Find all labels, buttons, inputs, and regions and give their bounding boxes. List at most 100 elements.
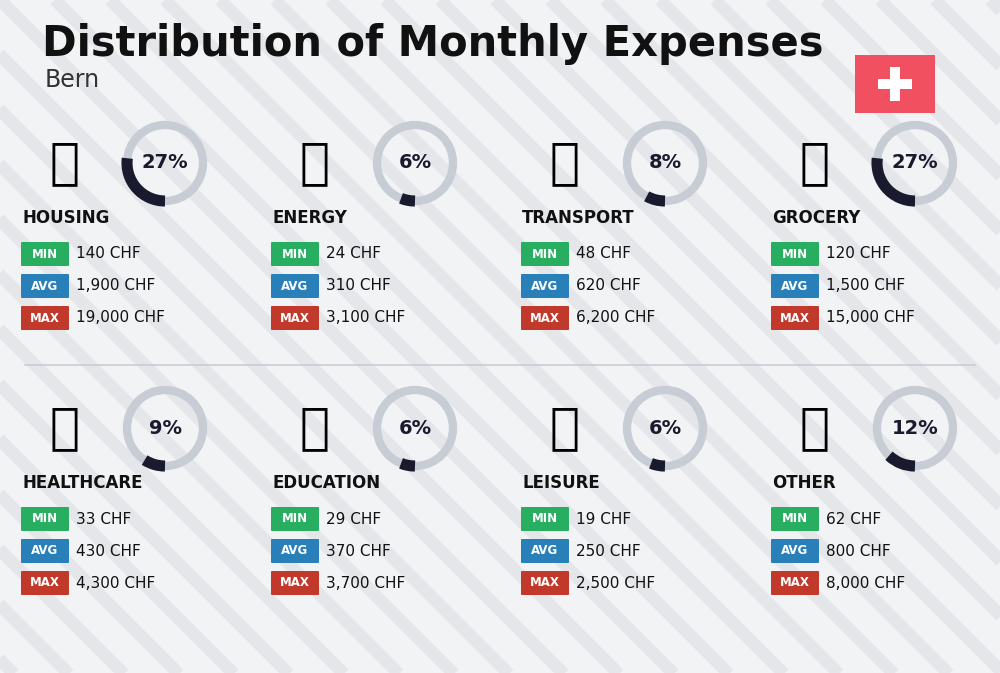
Text: Distribution of Monthly Expenses: Distribution of Monthly Expenses bbox=[42, 23, 824, 65]
Text: 🚌: 🚌 bbox=[550, 139, 580, 187]
FancyBboxPatch shape bbox=[771, 539, 819, 563]
Text: Bern: Bern bbox=[45, 68, 100, 92]
Text: ENERGY: ENERGY bbox=[272, 209, 347, 227]
Text: 800 CHF: 800 CHF bbox=[826, 544, 891, 559]
Text: 6%: 6% bbox=[398, 419, 432, 437]
Text: 🎓: 🎓 bbox=[300, 404, 330, 452]
Text: MAX: MAX bbox=[780, 312, 810, 324]
Text: 6,200 CHF: 6,200 CHF bbox=[576, 310, 655, 326]
Text: 4,300 CHF: 4,300 CHF bbox=[76, 575, 155, 590]
FancyBboxPatch shape bbox=[21, 242, 69, 266]
Text: 2,500 CHF: 2,500 CHF bbox=[576, 575, 655, 590]
FancyBboxPatch shape bbox=[890, 67, 900, 101]
Text: AVG: AVG bbox=[31, 544, 59, 557]
FancyBboxPatch shape bbox=[271, 306, 319, 330]
FancyBboxPatch shape bbox=[21, 274, 69, 298]
FancyBboxPatch shape bbox=[771, 571, 819, 595]
Text: MAX: MAX bbox=[530, 577, 560, 590]
FancyBboxPatch shape bbox=[271, 274, 319, 298]
Text: 3,100 CHF: 3,100 CHF bbox=[326, 310, 405, 326]
Text: AVG: AVG bbox=[281, 544, 309, 557]
Text: OTHER: OTHER bbox=[772, 474, 836, 492]
Text: 370 CHF: 370 CHF bbox=[326, 544, 391, 559]
Text: 6%: 6% bbox=[648, 419, 682, 437]
Text: AVG: AVG bbox=[531, 279, 559, 293]
FancyBboxPatch shape bbox=[271, 539, 319, 563]
Text: HOUSING: HOUSING bbox=[22, 209, 109, 227]
FancyBboxPatch shape bbox=[878, 79, 912, 89]
FancyBboxPatch shape bbox=[771, 306, 819, 330]
Text: MIN: MIN bbox=[32, 248, 58, 260]
FancyBboxPatch shape bbox=[771, 274, 819, 298]
Text: MIN: MIN bbox=[782, 248, 808, 260]
Text: AVG: AVG bbox=[781, 544, 809, 557]
Text: 310 CHF: 310 CHF bbox=[326, 279, 391, 293]
Text: 1,500 CHF: 1,500 CHF bbox=[826, 279, 905, 293]
Text: 620 CHF: 620 CHF bbox=[576, 279, 641, 293]
Text: 🔌: 🔌 bbox=[300, 139, 330, 187]
Text: AVG: AVG bbox=[31, 279, 59, 293]
FancyBboxPatch shape bbox=[521, 539, 569, 563]
FancyBboxPatch shape bbox=[21, 507, 69, 531]
Text: AVG: AVG bbox=[531, 544, 559, 557]
FancyBboxPatch shape bbox=[21, 571, 69, 595]
Text: MAX: MAX bbox=[30, 312, 60, 324]
Text: MIN: MIN bbox=[32, 513, 58, 526]
Text: 👜: 👜 bbox=[800, 404, 830, 452]
Text: 15,000 CHF: 15,000 CHF bbox=[826, 310, 915, 326]
Text: 9%: 9% bbox=[148, 419, 182, 437]
Text: MAX: MAX bbox=[30, 577, 60, 590]
Text: MAX: MAX bbox=[780, 577, 810, 590]
Text: MIN: MIN bbox=[532, 513, 558, 526]
Text: 120 CHF: 120 CHF bbox=[826, 246, 891, 262]
FancyBboxPatch shape bbox=[271, 507, 319, 531]
Text: 29 CHF: 29 CHF bbox=[326, 511, 381, 526]
Text: MIN: MIN bbox=[282, 248, 308, 260]
Text: 12%: 12% bbox=[892, 419, 938, 437]
FancyBboxPatch shape bbox=[521, 274, 569, 298]
Text: 🏢: 🏢 bbox=[50, 139, 80, 187]
Text: 🛍: 🛍 bbox=[550, 404, 580, 452]
Text: 24 CHF: 24 CHF bbox=[326, 246, 381, 262]
FancyBboxPatch shape bbox=[771, 507, 819, 531]
Text: 19 CHF: 19 CHF bbox=[576, 511, 631, 526]
Text: EDUCATION: EDUCATION bbox=[272, 474, 380, 492]
FancyBboxPatch shape bbox=[521, 507, 569, 531]
Text: 6%: 6% bbox=[398, 153, 432, 172]
Text: 19,000 CHF: 19,000 CHF bbox=[76, 310, 165, 326]
FancyBboxPatch shape bbox=[271, 242, 319, 266]
Text: HEALTHCARE: HEALTHCARE bbox=[22, 474, 143, 492]
Text: 1,900 CHF: 1,900 CHF bbox=[76, 279, 155, 293]
Text: GROCERY: GROCERY bbox=[772, 209, 860, 227]
Text: MAX: MAX bbox=[280, 312, 310, 324]
FancyBboxPatch shape bbox=[771, 242, 819, 266]
Text: 27%: 27% bbox=[892, 153, 938, 172]
FancyBboxPatch shape bbox=[521, 242, 569, 266]
Text: AVG: AVG bbox=[781, 279, 809, 293]
FancyBboxPatch shape bbox=[271, 571, 319, 595]
Text: 🛒: 🛒 bbox=[800, 139, 830, 187]
Text: MIN: MIN bbox=[782, 513, 808, 526]
Text: 8%: 8% bbox=[648, 153, 682, 172]
Text: 250 CHF: 250 CHF bbox=[576, 544, 641, 559]
FancyBboxPatch shape bbox=[521, 306, 569, 330]
Text: 3,700 CHF: 3,700 CHF bbox=[326, 575, 405, 590]
Text: 140 CHF: 140 CHF bbox=[76, 246, 141, 262]
Text: 8,000 CHF: 8,000 CHF bbox=[826, 575, 905, 590]
Text: 🫀: 🫀 bbox=[50, 404, 80, 452]
FancyBboxPatch shape bbox=[21, 539, 69, 563]
Text: TRANSPORT: TRANSPORT bbox=[522, 209, 635, 227]
FancyBboxPatch shape bbox=[21, 306, 69, 330]
Text: MAX: MAX bbox=[530, 312, 560, 324]
Text: LEISURE: LEISURE bbox=[522, 474, 600, 492]
Text: 62 CHF: 62 CHF bbox=[826, 511, 881, 526]
Text: 48 CHF: 48 CHF bbox=[576, 246, 631, 262]
Text: MAX: MAX bbox=[280, 577, 310, 590]
Text: MIN: MIN bbox=[282, 513, 308, 526]
FancyBboxPatch shape bbox=[521, 571, 569, 595]
Text: AVG: AVG bbox=[281, 279, 309, 293]
Text: 27%: 27% bbox=[142, 153, 188, 172]
FancyBboxPatch shape bbox=[855, 55, 935, 113]
Text: MIN: MIN bbox=[532, 248, 558, 260]
Text: 33 CHF: 33 CHF bbox=[76, 511, 131, 526]
